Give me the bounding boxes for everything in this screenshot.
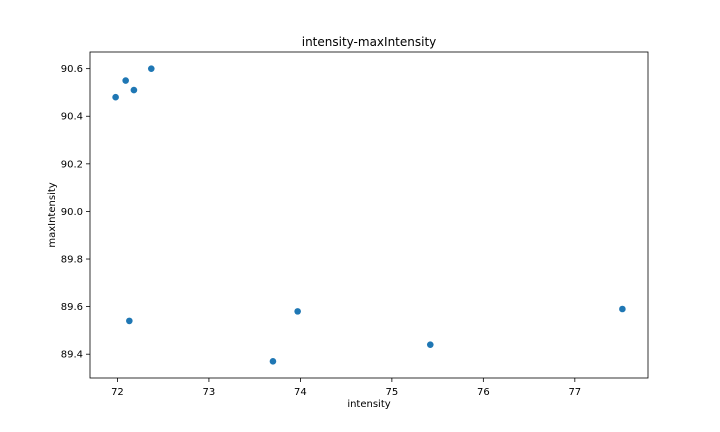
data-points: [112, 65, 626, 365]
x-tick-label: 75: [386, 387, 399, 398]
x-tick-label: 72: [111, 387, 124, 398]
y-tick-label: 89.6: [61, 302, 83, 313]
scatter-point-2: [122, 77, 129, 84]
scatter-point-8: [426, 341, 434, 348]
scatter-point-4: [147, 65, 155, 72]
y-tick-label: 90.2: [61, 159, 83, 170]
y-tick-label: 89.8: [61, 255, 83, 266]
x-axis-label: intensity: [347, 399, 390, 410]
scatter-point-1: [112, 93, 119, 101]
chart-title: intensity-maxIntensity: [302, 35, 437, 49]
y-axis: 89.4 89.6 89.8 90.0 90.2 90.4 90.6: [61, 64, 90, 361]
scatter-point-7: [294, 308, 301, 315]
x-tick-label: 73: [203, 387, 216, 398]
y-tick-label: 90.4: [61, 112, 83, 123]
plot-area: [89, 51, 649, 379]
x-tick-label: 77: [568, 387, 581, 398]
y-tick-label: 89.4: [61, 350, 83, 361]
scatter-point-9: [619, 305, 626, 313]
scatter-point-3: [130, 86, 138, 94]
y-tick-label: 90.6: [61, 64, 83, 75]
scatter-point-5: [126, 317, 133, 325]
y-axis-label: maxIntensity: [47, 182, 58, 247]
x-tick-label: 74: [294, 387, 307, 398]
x-axis: 72 73 74 75 76 77: [111, 378, 581, 398]
scatter-point-6: [269, 358, 277, 365]
y-tick-label: 90.0: [61, 207, 83, 218]
x-tick-label: 76: [477, 387, 490, 398]
